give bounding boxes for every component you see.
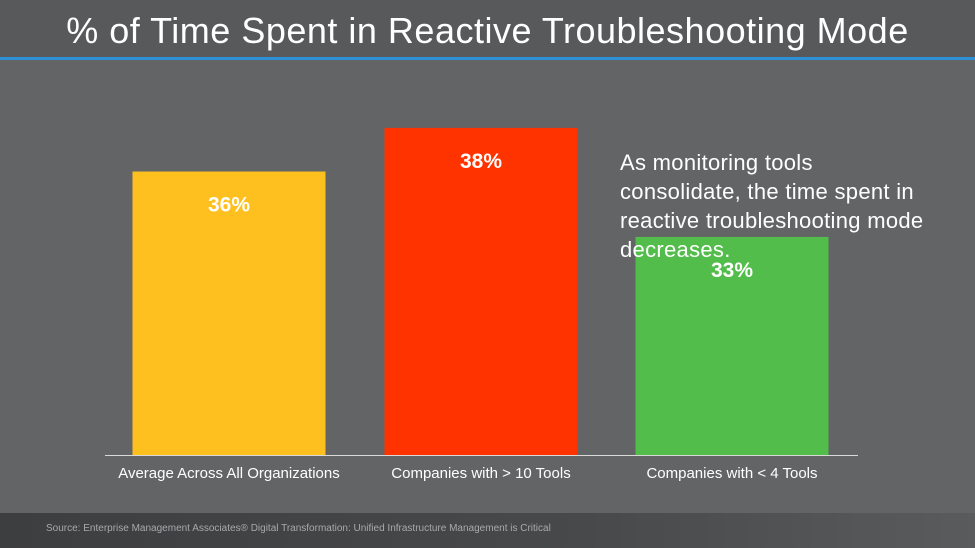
chart-title: % of Time Spent in Reactive Troubleshoot… [66, 10, 909, 51]
category-label: Companies with < 4 Tools [646, 465, 817, 482]
chart-annotation: As monitoring tools consolidate, the tim… [620, 150, 924, 262]
bar-value-label: 38% [460, 150, 502, 173]
bar-value-label: 33% [711, 259, 753, 282]
title-bar [0, 0, 975, 58]
bar-2 [384, 127, 578, 455]
title-divider [0, 57, 975, 60]
source-citation: Source: Enterprise Management Associates… [46, 523, 551, 534]
bar-value-label: 36% [208, 194, 250, 217]
bar-1 [132, 171, 326, 456]
footer-bar: Source: Enterprise Management Associates… [0, 513, 975, 548]
category-label: Average Across All Organizations [118, 465, 340, 482]
bar-chart: 36% Average Across All Organizations 38% Co… [105, 127, 858, 482]
category-label: Companies with > 10 Tools [391, 465, 570, 482]
bar-3 [635, 236, 829, 455]
